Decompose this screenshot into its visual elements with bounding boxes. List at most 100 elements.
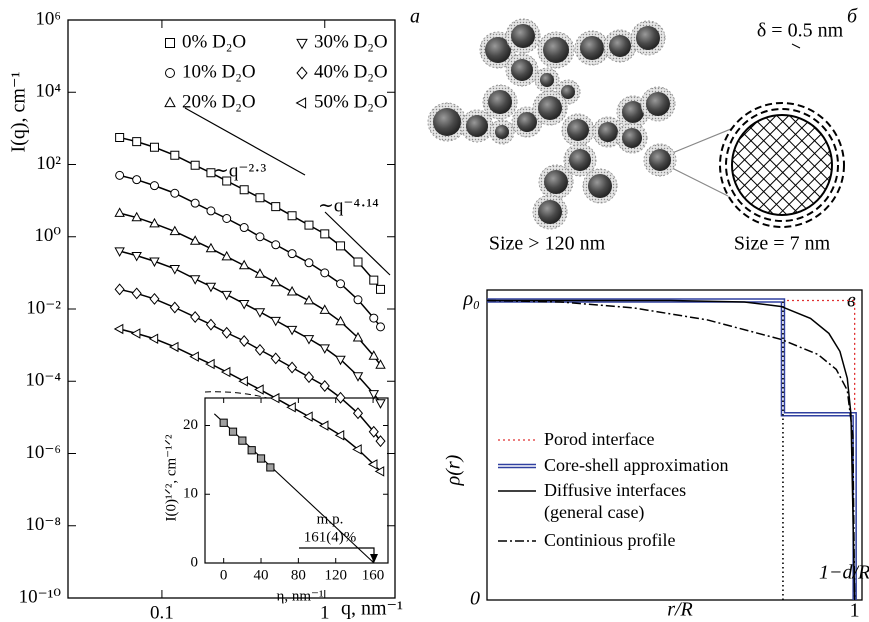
particle-core	[538, 200, 562, 224]
marker	[368, 350, 380, 360]
legend-item: Porod interface	[544, 429, 655, 449]
marker	[352, 444, 362, 455]
y-tick-label: 10	[183, 486, 198, 502]
y-axis-label: ρ(r)	[443, 454, 465, 486]
y-tick-label: 10⁻²	[26, 297, 61, 318]
series-line	[486, 299, 856, 601]
marker	[270, 352, 281, 365]
y-tick-label: 10⁶	[35, 8, 61, 29]
marker	[287, 249, 297, 259]
marker	[206, 168, 216, 178]
marker	[164, 68, 176, 78]
y-tick-label: 10⁻⁴	[25, 370, 61, 391]
particle-core	[567, 119, 589, 141]
marker	[376, 322, 386, 332]
particle-core	[540, 73, 554, 87]
particle-core	[622, 101, 644, 123]
marker	[303, 411, 313, 422]
particle-core	[649, 149, 671, 171]
marker	[335, 315, 346, 326]
caption: Size = 7 nm	[734, 233, 831, 255]
marker	[266, 463, 275, 472]
marker	[205, 318, 216, 331]
marker	[353, 295, 363, 305]
caption: Size > 120 nm	[489, 233, 606, 255]
marker	[149, 292, 160, 305]
inset-y-label: I(0)¹ᐟ², cm⁻¹ᐟ²	[163, 434, 179, 521]
marker	[286, 285, 298, 296]
diagram: δ = 0.5 nm Size > 120 nm Size = 7 nm б	[427, 6, 858, 255]
arrowhead	[369, 554, 378, 563]
y-tick-label: 10⁴	[35, 81, 61, 102]
marker	[254, 268, 266, 278]
marker	[190, 198, 200, 208]
marker	[170, 150, 180, 160]
series-line	[119, 250, 382, 404]
marker	[296, 38, 308, 50]
particle-core	[488, 90, 512, 114]
particle-core	[543, 37, 569, 63]
particle-core	[622, 128, 642, 148]
marker	[319, 379, 330, 392]
marker	[303, 371, 315, 384]
annotation: 161(4)%	[304, 529, 357, 545]
y-axis-label: I(q), cm⁻¹	[8, 72, 30, 153]
marker	[336, 241, 346, 251]
marker	[254, 343, 266, 356]
marker	[222, 176, 232, 186]
x-tick-label: 120	[324, 567, 347, 583]
marker	[374, 466, 385, 477]
legend-label: 0% D₂O	[182, 31, 246, 52]
series-line	[119, 212, 382, 366]
marker	[318, 420, 329, 431]
marker	[286, 325, 298, 336]
y-tick-label: ρ₀	[462, 288, 480, 310]
marker	[369, 313, 379, 323]
particle-core	[433, 108, 461, 136]
legend-label: Porod interface	[544, 429, 655, 449]
marker	[375, 359, 386, 369]
series-line	[487, 299, 856, 601]
marker	[269, 392, 280, 404]
marker	[238, 259, 250, 270]
marker	[303, 294, 315, 305]
particle-core	[538, 96, 562, 120]
particle-core	[485, 37, 511, 63]
marker	[205, 282, 217, 293]
slope-line	[184, 107, 306, 176]
particle-core	[544, 170, 568, 194]
reference-label: 1−d/R	[819, 562, 869, 584]
y-tick-label: 10⁻⁶	[25, 442, 61, 463]
y-tick-label: 10⁻¹⁰	[19, 586, 62, 607]
particle-core	[466, 115, 488, 137]
marker	[189, 235, 201, 245]
marker	[239, 185, 249, 195]
shell-label: δ = 0.5 nm	[757, 20, 844, 42]
legend-item: Diffusive interfaces (general case)	[544, 480, 686, 522]
marker	[170, 188, 180, 198]
panel-label: б	[847, 6, 858, 28]
marker	[130, 328, 141, 339]
marker	[169, 225, 181, 236]
marker	[369, 275, 379, 285]
marker	[287, 211, 297, 221]
marker	[352, 372, 364, 382]
legend-label: 40% D₂O	[314, 61, 388, 82]
marker	[238, 376, 248, 387]
particle-core	[569, 149, 591, 171]
marker	[239, 223, 249, 233]
annotation: ∼q⁻²·³	[213, 160, 266, 181]
marker	[169, 301, 180, 314]
marker	[304, 220, 314, 230]
marker	[335, 355, 346, 366]
marker	[296, 66, 308, 80]
x-tick-label: 1	[850, 600, 860, 622]
marker	[164, 96, 176, 108]
x-tick-label: 0.1	[150, 602, 174, 622]
legend-label: 20% D₂O	[182, 91, 256, 112]
marker	[247, 446, 256, 455]
particle-core	[580, 36, 604, 60]
marker	[113, 323, 124, 335]
x-axis-label: r/R	[667, 599, 693, 621]
marker	[256, 454, 266, 463]
